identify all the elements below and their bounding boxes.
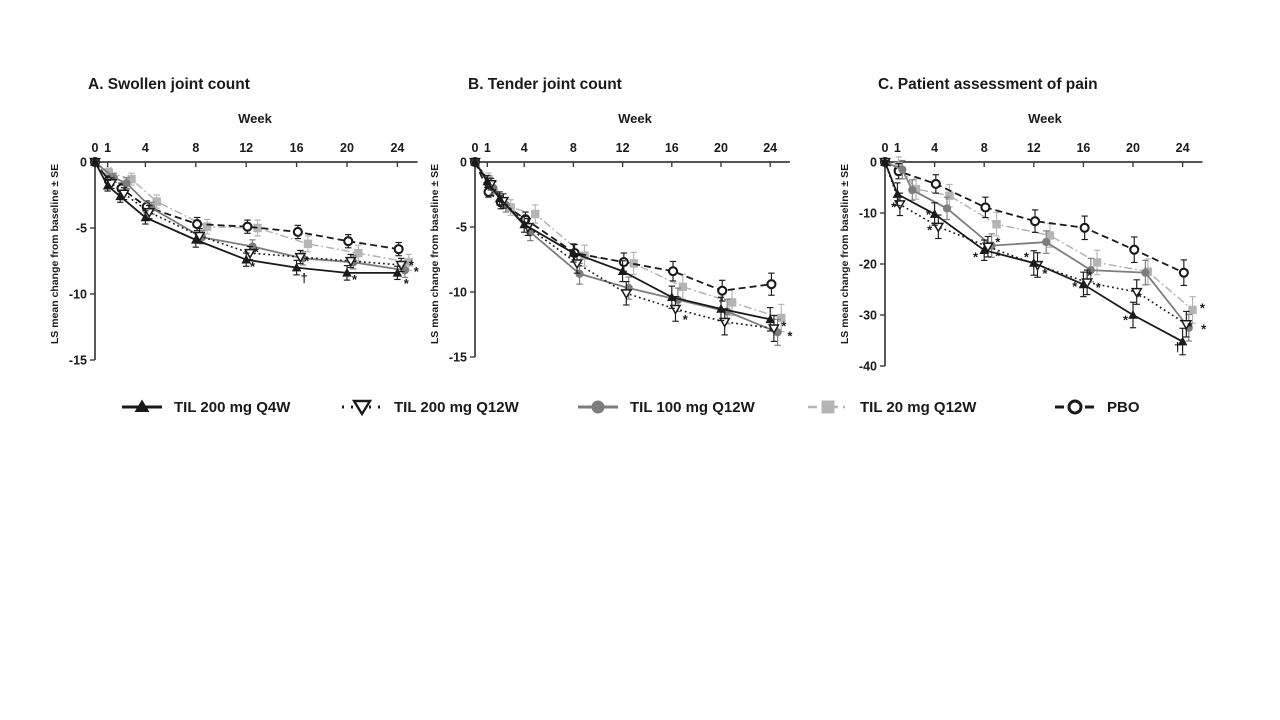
svg-text:16: 16 (665, 141, 679, 155)
svg-text:*: * (891, 199, 897, 214)
svg-text:-10: -10 (449, 286, 467, 300)
legend-item-til-200-q4w: TIL 200 mg Q4W (120, 392, 290, 422)
svg-text:0: 0 (460, 156, 467, 170)
svg-text:-15: -15 (449, 351, 467, 365)
svg-text:*: * (683, 312, 689, 327)
svg-text:*: * (404, 276, 410, 291)
svg-text:0: 0 (92, 141, 99, 155)
svg-text:*: * (1087, 268, 1093, 283)
panel-b-title: B. Tender joint count (468, 76, 622, 93)
svg-text:*: * (1201, 321, 1207, 336)
svg-text:4: 4 (521, 141, 528, 155)
svg-text:*: * (1024, 249, 1030, 264)
panel-c-xaxis-label: Week (1028, 111, 1062, 126)
svg-text:*: * (1096, 280, 1102, 295)
svg-text:0: 0 (870, 156, 877, 170)
svg-text:12: 12 (239, 141, 253, 155)
triangle-up-filled-solid-line-icon (122, 399, 162, 412)
panel-b-xaxis-label: Week (618, 111, 652, 126)
legend-label: TIL 200 mg Q4W (174, 398, 291, 416)
svg-text:12: 12 (616, 141, 630, 155)
legend-item-pbo: PBO (1053, 392, 1140, 422)
svg-text:1: 1 (104, 141, 111, 155)
svg-text:12: 12 (1027, 141, 1041, 155)
svg-text:-10: -10 (69, 288, 87, 302)
svg-text:1: 1 (484, 141, 491, 155)
panel-patient-pain: C. Patient assessment of pain Week LS me… (820, 70, 1220, 400)
svg-text:-40: -40 (859, 360, 877, 374)
svg-text:†: † (301, 271, 308, 286)
svg-text:1: 1 (894, 141, 901, 155)
svg-text:-20: -20 (859, 258, 877, 272)
svg-text:*: * (409, 257, 415, 272)
svg-text:-10: -10 (859, 207, 877, 221)
panel-a-xaxis-label: Week (238, 111, 272, 126)
svg-text:16: 16 (290, 141, 304, 155)
triangle-down-open-dotted-line-icon (342, 399, 382, 417)
svg-text:20: 20 (340, 141, 354, 155)
svg-text:20: 20 (714, 141, 728, 155)
panel-b-plot: 0 1 4 8 12 16 20 240-5-10-15* ** (449, 141, 793, 365)
svg-text:8: 8 (981, 141, 988, 155)
svg-text:*: * (926, 207, 932, 222)
circle-filled-solid-line-icon (578, 400, 618, 414)
svg-text:*: * (787, 329, 793, 344)
panel-a-plot: 0 1 4 8 12 16 20 240-5-10-15** *† ** ** (69, 141, 420, 368)
svg-text:*: * (304, 254, 310, 269)
panel-swollen-joint-count: A. Swollen joint count Week LS mean chan… (30, 70, 430, 400)
svg-text:4: 4 (142, 141, 149, 155)
panel-a-title: A. Swollen joint count (88, 76, 250, 93)
legend-label: TIL 100 mg Q12W (630, 398, 755, 416)
svg-text:*: * (414, 264, 420, 279)
svg-text:*: * (973, 249, 979, 264)
svg-text:24: 24 (390, 141, 404, 155)
svg-text:8: 8 (192, 141, 199, 155)
legend-item-til-100-q12w: TIL 100 mg Q12W (576, 392, 755, 422)
legend: TIL 200 mg Q4W TIL 200 mg Q12W TIL 100 m… (0, 392, 1280, 422)
svg-text:*: * (1200, 300, 1206, 315)
svg-text:*: * (254, 244, 260, 259)
svg-text:*: * (1137, 290, 1143, 305)
legend-item-til-200-q12w: TIL 200 mg Q12W (340, 392, 519, 422)
svg-text:20: 20 (1126, 141, 1140, 155)
legend-label: TIL 20 mg Q12W (860, 398, 977, 416)
svg-text:0: 0 (882, 141, 889, 155)
panel-tender-joint-count: B. Tender joint count Week LS mean chang… (410, 70, 810, 400)
svg-text:†: † (1174, 340, 1181, 355)
panel-c-title: C. Patient assessment of pain (878, 76, 1098, 93)
svg-text:*: * (995, 248, 1001, 263)
svg-text:0: 0 (472, 141, 479, 155)
svg-text:*: * (927, 222, 933, 237)
panel-c-plot: 0 1 4 8 12 16 20 240-10-20-30-40****** *******†*… (859, 141, 1207, 374)
svg-text:*: * (1188, 319, 1194, 334)
svg-text:16: 16 (1076, 141, 1090, 155)
legend-label: TIL 200 mg Q12W (394, 398, 519, 416)
svg-text:0: 0 (80, 156, 87, 170)
svg-text:-5: -5 (456, 221, 467, 235)
svg-text:-15: -15 (69, 354, 87, 368)
svg-text:4: 4 (931, 141, 938, 155)
svg-text:8: 8 (570, 141, 577, 155)
svg-text:-5: -5 (76, 222, 87, 236)
svg-text:*: * (1042, 266, 1048, 281)
square-filled-dashdot-line-icon (808, 400, 848, 414)
circle-open-dashed-line-icon (1055, 399, 1095, 415)
svg-text:*: * (1072, 279, 1078, 294)
svg-text:24: 24 (763, 141, 777, 155)
svg-text:*: * (781, 318, 787, 333)
legend-label: PBO (1107, 398, 1140, 416)
legend-item-til-20-q12w: TIL 20 mg Q12W (806, 392, 976, 422)
svg-text:24: 24 (1176, 141, 1190, 155)
svg-text:*: * (995, 235, 1001, 250)
svg-text:*: * (250, 259, 256, 274)
svg-text:*: * (1123, 313, 1129, 328)
svg-text:*: * (352, 272, 358, 287)
svg-text:-30: -30 (859, 309, 877, 323)
